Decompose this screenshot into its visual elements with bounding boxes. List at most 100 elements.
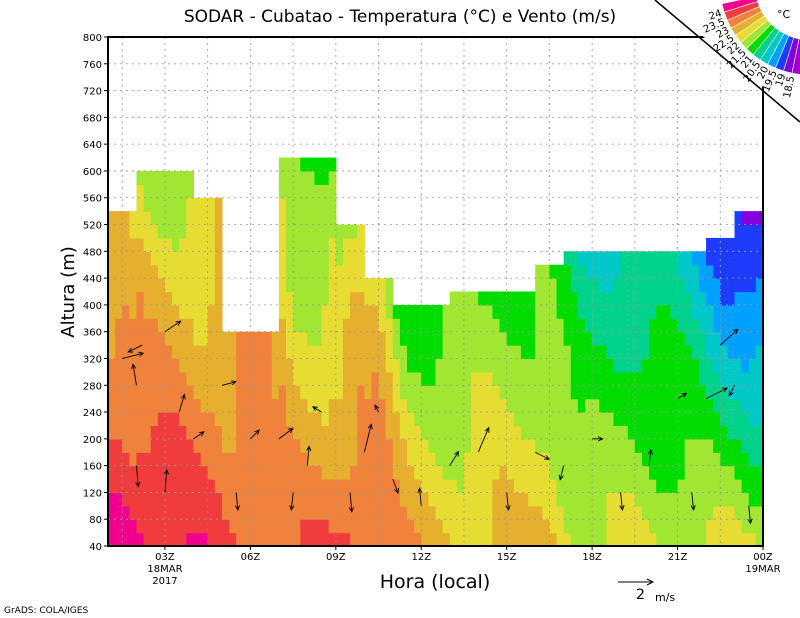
temperature-cell [499,331,508,346]
temperature-cell [193,224,202,239]
temperature-cell [172,425,180,440]
temperature-cell [335,492,344,507]
temperature-cell [392,519,401,534]
temperature-cell [620,505,629,520]
temperature-cell [364,479,373,494]
temperature-cell [293,385,301,400]
temperature-cell [136,318,145,333]
temperature-cell [214,358,223,373]
y-axis: 4080120160200240280320360400440480520560… [83,33,108,553]
temperature-cell [271,452,280,467]
temperature-cell [456,358,465,373]
temperature-cell [684,371,693,386]
temperature-cell [641,358,650,373]
temperature-cell [236,452,244,467]
temperature-cell [592,505,600,520]
temperature-cell [172,251,180,266]
wind-arrow [250,429,260,440]
temperature-cell [428,371,437,386]
temperature-cell [549,398,558,413]
temperature-cell [577,264,586,279]
temperature-cell [143,278,152,293]
wind-arrow [290,492,294,510]
temperature-cell [385,465,394,480]
temperature-cell [278,211,287,226]
temperature-cell [563,479,572,494]
temperature-cell [371,505,380,520]
temperature-cell [741,532,750,547]
temperature-cell [727,278,736,293]
temperature-cell [378,345,387,360]
temperature-cell [577,331,586,346]
temperature-cell [599,318,607,333]
temperature-cell [357,224,365,239]
temperature-cell [463,465,472,480]
temperature-cell [285,318,294,333]
temperature-cell [264,465,273,480]
temperature-cell [207,278,216,293]
temperature-cell [463,492,472,507]
temperature-cell [186,519,195,534]
temperature-cell [186,237,195,252]
temperature-cell [727,237,736,252]
temperature-cell [150,184,159,199]
temperature-cell [463,358,472,373]
temperature-cell [293,438,301,453]
temperature-cell [734,224,743,239]
temperature-cell [200,479,209,494]
temperature-cell [535,385,543,400]
temperature-cell [407,492,415,507]
temperature-cell [321,224,330,239]
temperature-cell [542,532,551,547]
temperature-cell [271,465,280,480]
temperature-cell [563,331,572,346]
temperature-cell [371,465,380,480]
temperature-cell [115,385,123,400]
temperature-cell [157,170,166,185]
temperature-cell [335,358,344,373]
temperature-cell [143,224,152,239]
temperature-cell [684,358,693,373]
temperature-cell [378,331,387,346]
temperature-cell [727,519,736,534]
temperature-cell [485,412,494,427]
temperature-cell [634,452,643,467]
temperature-cell [307,278,316,293]
temperature-cell [371,358,380,373]
y-tick-label: 120 [83,488,102,499]
temperature-cell [392,425,401,440]
temperature-cell [115,278,123,293]
temperature-cell [492,479,501,494]
temperature-cell [456,345,465,360]
temperature-cell [214,532,223,547]
temperature-cell [357,438,365,453]
temperature-cell [300,170,308,185]
temperature-cell [186,211,195,226]
temperature-cell [706,237,714,252]
temperature-cell [321,398,330,413]
temperature-cell [670,412,679,427]
temperature-cell [307,438,316,453]
temperature-cell [663,412,672,427]
temperature-cell [663,318,672,333]
temperature-cell [720,519,729,534]
temperature-cell [592,492,600,507]
temperature-cell [613,318,622,333]
temperature-cell [556,304,565,319]
temperature-cell [157,237,166,252]
temperature-cell [150,331,159,346]
wind-arrowhead [163,468,169,475]
temperature-cell [186,278,195,293]
temperature-cell [556,264,565,279]
y-tick-label: 40 [89,542,102,553]
temperature-cell [634,479,643,494]
temperature-cell [364,532,373,547]
temperature-cell [620,465,629,480]
temperature-cell [150,425,159,440]
temperature-cell [243,371,251,386]
temperature-cell [570,371,579,386]
temperature-cell [143,492,152,507]
temperature-cell [172,505,180,520]
temperature-cell [698,452,707,467]
temperature-cell [563,385,572,400]
